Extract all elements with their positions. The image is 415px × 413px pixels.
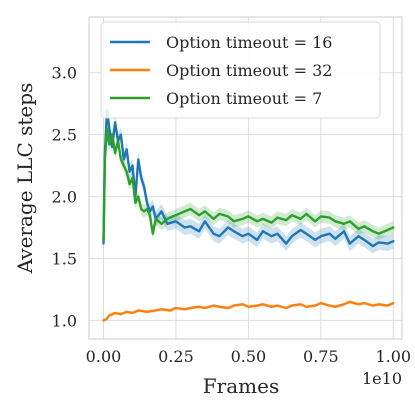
legend: Option timeout = 16 Option timeout = 32 Op…	[100, 21, 381, 119]
x-tick-label: 0.75	[303, 347, 339, 366]
legend-label-3: Option timeout = 7	[166, 89, 322, 108]
y-axis-label: Average LLC steps	[13, 83, 37, 275]
x-axis-offset-label: 1e10	[362, 369, 402, 388]
series-lines	[102, 108, 395, 322]
x-tick-labels: 0.00 0.25 0.50 0.75 1.00	[86, 347, 411, 366]
x-tick-label: 0.50	[231, 347, 267, 366]
y-tick-labels: 1.0 1.5 2.0 2.5 3.0	[52, 64, 77, 331]
y-tick-label: 2.0	[52, 188, 77, 207]
x-axis-label: Frames	[203, 374, 279, 398]
x-tick-label: 1.00	[375, 347, 411, 366]
x-tick-label: 0.25	[158, 347, 194, 366]
x-tick-label: 0.00	[86, 347, 122, 366]
legend-box	[100, 21, 381, 119]
series-1-line	[102, 108, 395, 248]
legend-label-2: Option timeout = 32	[166, 61, 332, 80]
y-tick-label: 3.0	[52, 64, 77, 83]
y-tick-label: 2.5	[52, 126, 77, 145]
series-3-line	[102, 127, 395, 242]
y-tick-label: 1.5	[52, 250, 77, 269]
series-2-line	[102, 300, 395, 322]
legend-label-1: Option timeout = 16	[166, 33, 332, 52]
y-tick-label: 1.0	[52, 311, 77, 330]
